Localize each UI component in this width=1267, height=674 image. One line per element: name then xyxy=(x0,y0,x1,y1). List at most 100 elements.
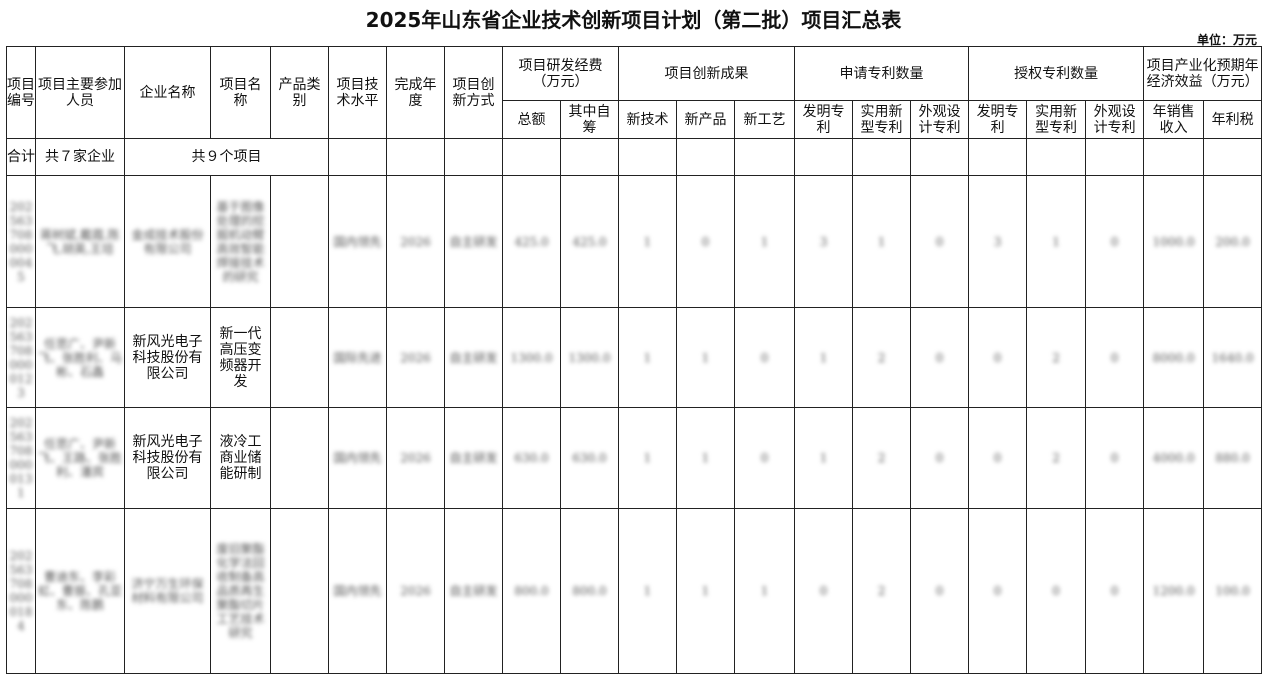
cell-company: 金成技术股份有限公司 xyxy=(124,175,211,308)
header-new-tech: 新技术 xyxy=(618,100,677,139)
cell-g-util: 1 xyxy=(1026,175,1087,308)
cell-company: 济宁万生环保材料有限公司 xyxy=(124,508,211,674)
header-tax: 年利税 xyxy=(1203,100,1263,139)
header-new-product: 新产品 xyxy=(676,100,735,139)
cell-category xyxy=(270,175,329,308)
cell-g-inv: 0 xyxy=(968,407,1028,509)
cell-code: 2025637080000045 xyxy=(6,175,36,308)
cell-tax: 880.0 xyxy=(1203,407,1263,509)
cell-self: 1300.0 xyxy=(560,307,619,408)
cell-product: 0 xyxy=(676,175,735,308)
cell-project: 新一代高压变频器开发 xyxy=(210,307,271,408)
header-granted-utility: 实用新型专利 xyxy=(1026,100,1087,139)
cell-year: 2026 xyxy=(386,307,445,408)
cell-a-inv: 1 xyxy=(794,307,854,408)
cell-g-des: 0 xyxy=(1085,508,1145,674)
cell-members: 任思广、尹新飞、张胜利、马彬、石鑫 xyxy=(35,307,125,408)
header-funds-total: 总额 xyxy=(502,100,561,139)
cell-category xyxy=(270,407,329,509)
cell-year: 2026 xyxy=(386,175,445,308)
cell-a-util: 2 xyxy=(852,307,912,408)
cell-product: 1 xyxy=(676,307,735,408)
cell-sales: 1000.0 xyxy=(1143,175,1205,308)
cell-self: 630.0 xyxy=(560,407,619,509)
table-row: 2025637080000131 任思广、尹新飞、王路、张胜利、潘宾 新风光电子科技… xyxy=(6,407,1263,509)
cell-tax: 1640.0 xyxy=(1203,307,1263,408)
cell-company: 新风光电子科技股份有限公司 xyxy=(124,407,211,509)
cell-mode: 自主研发 xyxy=(444,175,503,308)
total-label: 合计 xyxy=(6,138,36,176)
cell-members: 任思广、尹新飞、王路、张胜利、潘宾 xyxy=(35,407,125,509)
cell-a-inv: 1 xyxy=(794,407,854,509)
cell-company: 新风光电子科技股份有限公司 xyxy=(124,307,211,408)
cell-level: 国际先进 xyxy=(328,307,387,408)
project-summary-table: 项目编号 项目主要参加人员 企业名称 项目名称 产品类别 项目技术水平 完成年度… xyxy=(6,46,1263,674)
cell-process: 1 xyxy=(733,508,796,674)
cell-a-des: 0 xyxy=(910,407,970,509)
cell-g-des: 0 xyxy=(1085,307,1145,408)
cell-a-util: 2 xyxy=(852,407,912,509)
cell-total: 800.0 xyxy=(502,508,561,674)
cell-members: 蒋树斌,戴霞,陈飞,胡英,王培 xyxy=(35,175,125,308)
cell-g-inv: 0 xyxy=(968,307,1028,408)
unit-label: 单位：万元 xyxy=(1196,33,1257,47)
header-level: 项目技术水平 xyxy=(328,46,387,139)
cell-self: 425.0 xyxy=(560,175,619,308)
header-funds-self: 其中自筹 xyxy=(560,100,619,139)
header-sales: 年销售收入 xyxy=(1143,100,1205,139)
cell-sales: 4000.0 xyxy=(1143,407,1205,509)
cell-sales: 1200.0 xyxy=(1143,508,1205,674)
total-companies: 共７家企业 xyxy=(35,138,125,176)
cell-a-util: 2 xyxy=(852,508,912,674)
cell-total: 630.0 xyxy=(502,407,561,509)
cell-code: 2025637080000123 xyxy=(6,307,36,408)
cell-level: 国内领先 xyxy=(328,508,387,674)
cell-level: 国内领先 xyxy=(328,407,387,509)
total-projects: 共９个项目 xyxy=(124,138,329,176)
cell-product: 1 xyxy=(676,407,735,509)
cell-a-des: 0 xyxy=(910,175,970,308)
header-applied-utility: 实用新型专利 xyxy=(852,100,912,139)
cell-process: 0 xyxy=(733,307,796,408)
cell-a-inv: 0 xyxy=(794,508,854,674)
cell-g-util: 0 xyxy=(1026,508,1087,674)
header-benefit: 项目产业化预期年经济效益（万元） xyxy=(1143,46,1263,101)
cell-project: 液冷工商业储能研制 xyxy=(210,407,271,509)
cell-product: 1 xyxy=(676,508,735,674)
header-granted-design: 外观设计专利 xyxy=(1085,100,1145,139)
header-applied-invention: 发明专利 xyxy=(794,100,854,139)
cell-mode: 自主研发 xyxy=(444,407,503,509)
header-results: 项目创新成果 xyxy=(617,46,796,101)
table-row: 2025637080000123 任思广、尹新飞、张胜利、马彬、石鑫 新风光电子科技… xyxy=(6,307,1263,408)
cell-mode: 自主研发 xyxy=(444,508,503,674)
cell-year: 2026 xyxy=(386,407,445,509)
cell-g-util: 2 xyxy=(1026,407,1087,509)
header-project: 项目名称 xyxy=(210,46,271,139)
header-granted: 授权专利数量 xyxy=(968,46,1145,101)
cell-project: 基于图像处理的挖掘机动臂高效智能焊接技术的研究 xyxy=(210,175,271,308)
cell-g-util: 2 xyxy=(1026,307,1087,408)
header-applied-design: 外观设计专利 xyxy=(910,100,970,139)
cell-tech: 1 xyxy=(618,175,677,308)
cell-g-inv: 0 xyxy=(968,508,1028,674)
cell-tax: 200.0 xyxy=(1203,175,1263,308)
table-row: 2025637080000045 蒋树斌,戴霞,陈飞,胡英,王培 金成技术股份有限公… xyxy=(6,175,1263,308)
cell-a-des: 0 xyxy=(910,307,970,408)
header-category: 产品类别 xyxy=(270,46,329,139)
cell-process: 1 xyxy=(733,175,796,308)
cell-tech: 1 xyxy=(618,407,677,509)
cell-year: 2026 xyxy=(386,508,445,674)
cell-total: 425.0 xyxy=(502,175,561,308)
cell-a-des: 0 xyxy=(910,508,970,674)
header-funds: 项目研发经费（万元） xyxy=(502,46,619,101)
cell-category xyxy=(270,508,329,674)
cell-category xyxy=(270,307,329,408)
cell-process: 0 xyxy=(733,407,796,509)
page-title: 2025年山东省企业技术创新项目计划（第二批）项目汇总表 xyxy=(365,8,902,32)
header-granted-invention: 发明专利 xyxy=(968,100,1028,139)
cell-code: 2025637080000131 xyxy=(6,407,36,509)
cell-g-des: 0 xyxy=(1085,175,1145,308)
header-new-process: 新工艺 xyxy=(733,100,796,139)
cell-code: 2025637080000184 xyxy=(6,508,36,674)
table-row: 2025637080000184 曹迪东、李彩虹、曹振、孔亚东、陈鹏 济宁万生环保材… xyxy=(6,508,1263,674)
